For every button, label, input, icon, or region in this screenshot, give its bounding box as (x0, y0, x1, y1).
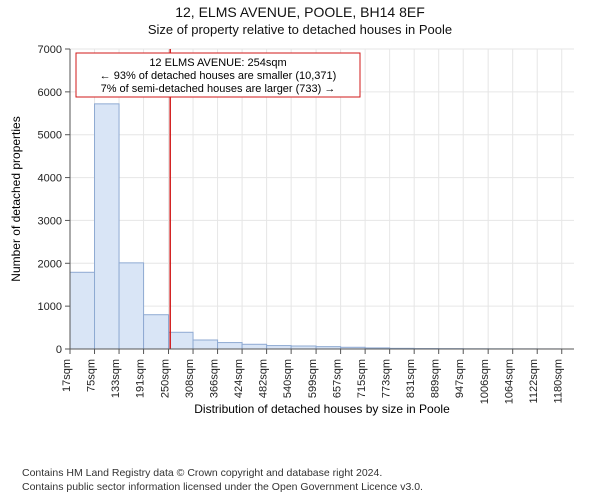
y-tick-label: 0 (56, 344, 62, 356)
histogram-bar (267, 346, 292, 349)
x-tick-label: 540sqm (282, 359, 294, 398)
footer-line-2: Contains public sector information licen… (22, 481, 600, 494)
x-tick-label: 424sqm (233, 359, 245, 398)
x-tick-label: 1064sqm (504, 359, 516, 404)
histogram-bar (144, 315, 169, 349)
x-tick-label: 308sqm (184, 359, 196, 398)
x-tick-label: 1006sqm (479, 359, 491, 404)
x-tick-label: 1180sqm (553, 359, 565, 403)
footer: Contains HM Land Registry data © Crown c… (0, 467, 600, 493)
chart-area: 0 1000 2000 3000 4000 5000 6000 7000 17sqm 75sqm 1… (0, 37, 600, 467)
y-tick-label: 4000 (38, 173, 62, 185)
x-tick-label: 250sqm (160, 359, 172, 398)
x-tick-label: 75sqm (86, 359, 98, 392)
histogram-bar (169, 333, 194, 350)
chart-titles: 12, ELMS AVENUE, POOLE, BH14 8EF Size of… (0, 0, 600, 37)
annotation-line: 7% of semi-detached houses are larger (7… (101, 83, 336, 95)
y-tick-label: 6000 (38, 87, 62, 99)
x-tick-label: 482sqm (258, 359, 270, 398)
y-tick-label: 1000 (38, 302, 62, 314)
x-tick-label: 657sqm (332, 359, 344, 398)
footer-line-1: Contains HM Land Registry data © Crown c… (22, 467, 600, 480)
histogram-bar (218, 343, 243, 349)
y-tick-label: 3000 (38, 216, 62, 228)
annotation-line: 12 ELMS AVENUE: 254sqm (149, 57, 286, 69)
title-sub: Size of property relative to detached ho… (0, 22, 600, 38)
y-tick-label: 2000 (38, 259, 62, 271)
histogram-bar (193, 340, 218, 349)
x-tick-label: 715sqm (356, 359, 368, 398)
title-main: 12, ELMS AVENUE, POOLE, BH14 8EF (0, 4, 600, 21)
y-tick-label: 7000 (38, 44, 62, 56)
x-axis-label: Distribution of detached houses by size … (194, 402, 450, 416)
x-tick-label: 773sqm (381, 359, 393, 398)
histogram-bar (70, 273, 95, 350)
y-tick-label: 5000 (38, 130, 62, 142)
x-tick-label: 599sqm (307, 359, 319, 398)
x-tick-label: 947sqm (454, 359, 466, 398)
x-tick-label: 1122sqm (528, 359, 540, 403)
x-tick-label: 889sqm (430, 359, 442, 398)
histogram-bar (95, 104, 120, 349)
x-tick-label: 17sqm (61, 359, 73, 392)
histogram-svg: 0 1000 2000 3000 4000 5000 6000 7000 17sqm 75sqm 1… (0, 37, 600, 429)
annotation-line: ← 93% of detached houses are smaller (10… (100, 70, 337, 82)
histogram-bar (242, 345, 267, 350)
x-tick-label: 831sqm (405, 359, 417, 398)
histogram-bar (119, 263, 144, 349)
x-tick-label: 191sqm (135, 359, 147, 398)
x-tick-label: 133sqm (110, 359, 122, 398)
x-tick-label: 366sqm (209, 359, 221, 398)
y-axis-label: Number of detached properties (9, 117, 23, 282)
